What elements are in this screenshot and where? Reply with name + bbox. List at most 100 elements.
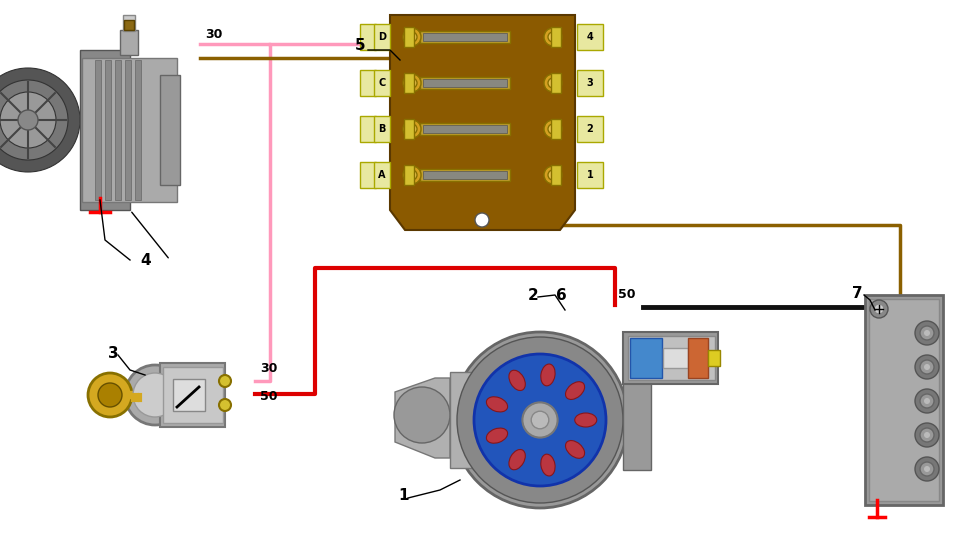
Bar (374, 162, 390, 188)
Bar (420, 77, 510, 89)
Bar (124, 20, 134, 30)
Circle shape (915, 457, 939, 481)
Circle shape (0, 92, 56, 148)
Text: 30: 30 (260, 362, 277, 375)
Text: D: D (378, 32, 386, 42)
Bar (551, 73, 561, 93)
Circle shape (924, 330, 930, 336)
Text: 1: 1 (398, 488, 409, 503)
Circle shape (920, 360, 934, 374)
Circle shape (403, 74, 421, 92)
Ellipse shape (565, 382, 585, 400)
Bar (135, 60, 141, 200)
Ellipse shape (565, 440, 585, 458)
Bar (628, 336, 715, 380)
Circle shape (125, 365, 185, 425)
Circle shape (98, 383, 122, 407)
Polygon shape (395, 378, 450, 458)
Bar (708, 351, 720, 366)
Bar (423, 171, 507, 179)
Circle shape (475, 213, 489, 227)
Circle shape (548, 32, 558, 42)
Bar (163, 367, 223, 423)
Text: 2: 2 (528, 288, 539, 303)
Bar (630, 338, 662, 379)
Bar (577, 162, 603, 188)
Circle shape (924, 432, 930, 438)
Circle shape (403, 166, 421, 184)
Bar (360, 162, 376, 188)
Text: 4: 4 (140, 253, 151, 268)
Bar (404, 27, 414, 47)
Bar (551, 27, 561, 47)
Circle shape (920, 462, 934, 476)
Circle shape (531, 411, 549, 429)
Circle shape (548, 124, 558, 134)
Bar (623, 370, 651, 470)
Circle shape (920, 326, 934, 340)
Text: 5: 5 (355, 38, 366, 53)
Bar (663, 349, 688, 368)
Circle shape (403, 28, 421, 46)
Text: 3: 3 (587, 78, 593, 88)
Text: 3: 3 (108, 346, 119, 361)
Circle shape (915, 355, 939, 379)
Bar (623, 332, 718, 384)
Circle shape (88, 373, 132, 417)
Circle shape (403, 120, 421, 138)
Circle shape (924, 364, 930, 370)
Bar (374, 70, 390, 96)
Bar (551, 165, 561, 185)
Bar (420, 123, 510, 135)
Circle shape (915, 389, 939, 413)
Text: C: C (378, 78, 386, 88)
Bar (115, 60, 121, 200)
Text: 7: 7 (852, 286, 863, 301)
Circle shape (920, 394, 934, 408)
Circle shape (457, 337, 623, 503)
Circle shape (474, 354, 606, 486)
Ellipse shape (509, 370, 525, 390)
Circle shape (407, 78, 417, 88)
Bar (450, 372, 472, 468)
Bar (125, 60, 131, 200)
Bar (80, 50, 130, 210)
Circle shape (924, 398, 930, 404)
Circle shape (133, 373, 177, 417)
Bar (577, 70, 603, 96)
Bar (120, 30, 138, 55)
Circle shape (407, 32, 417, 42)
Circle shape (920, 428, 934, 442)
Ellipse shape (487, 397, 508, 412)
Circle shape (407, 170, 417, 180)
Text: 30: 30 (205, 28, 223, 41)
Circle shape (18, 110, 38, 130)
Bar (551, 119, 561, 139)
Bar (105, 60, 111, 200)
Text: 2: 2 (587, 124, 593, 134)
Circle shape (548, 170, 558, 180)
Circle shape (0, 80, 68, 160)
Bar (577, 116, 603, 142)
Circle shape (874, 304, 884, 314)
Text: 1: 1 (587, 170, 593, 180)
Bar (95, 60, 101, 200)
Bar (423, 125, 507, 133)
Circle shape (544, 74, 562, 92)
Bar (360, 24, 376, 50)
Bar (423, 33, 507, 41)
Text: 50: 50 (260, 390, 277, 403)
Bar (173, 379, 205, 411)
Circle shape (870, 300, 888, 318)
Bar (869, 299, 939, 501)
Text: 4: 4 (587, 32, 593, 42)
Bar (82, 58, 177, 202)
Circle shape (544, 166, 562, 184)
Bar (160, 363, 225, 427)
Bar (404, 119, 414, 139)
Circle shape (407, 124, 417, 134)
Bar (865, 295, 943, 505)
Ellipse shape (540, 364, 555, 386)
Text: A: A (378, 170, 386, 180)
Bar (360, 70, 376, 96)
